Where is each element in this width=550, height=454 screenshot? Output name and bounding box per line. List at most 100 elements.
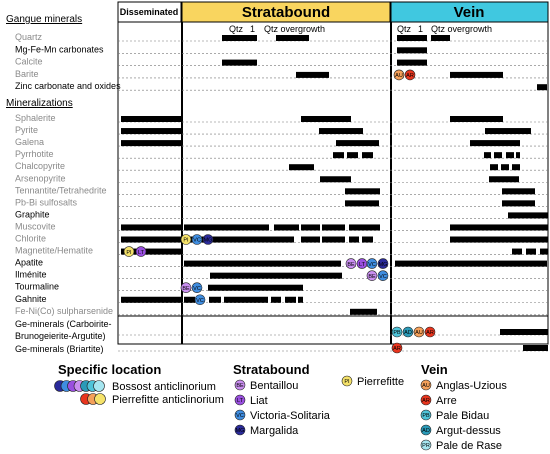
bar-chlorite-0 — [121, 236, 181, 243]
bar-galena-0 — [121, 140, 181, 147]
marker-chlorite-mg-2: MG — [202, 234, 214, 245]
bar-gahnite-6 — [298, 296, 303, 303]
row-barite: Barite AU AR — [15, 69, 548, 81]
mineral-label-quartz: Quartz — [15, 32, 43, 42]
rows-layer: Quartz Mg-Fe-Mn carbonates Calcite Barite AU… — [15, 32, 548, 354]
legend-vein-au-code: AU — [422, 383, 430, 389]
legend-stratabound-label-be: Bentaillou — [250, 380, 298, 392]
strat-one-label: 1 — [250, 24, 255, 34]
disseminated-header: Disseminated — [120, 7, 179, 17]
marker-magnetite-pi-0: PI — [123, 246, 135, 257]
legend-stratabound-label-vc: Victoria-Solitaria — [250, 410, 331, 422]
vein-qtz-label: Qtz — [397, 24, 412, 34]
diagram-frame — [117, 21, 549, 345]
mineral-label-ge2: Ge-minerals (Briartite) — [15, 344, 104, 354]
row-chalcopyrite: Chalcopyrite — [15, 161, 548, 171]
marker-chlorite-mg-2-circle — [202, 234, 214, 245]
legend-vein-ad: AD — [420, 424, 432, 436]
marker-gahnite-vc-0-code: VC — [196, 298, 204, 304]
bar-galena-2 — [470, 140, 520, 147]
bar-pyrrhotite-4 — [494, 152, 502, 159]
pierrefitte-swatches — [80, 393, 106, 405]
marker-ge1-au-2-circle — [413, 326, 425, 338]
bar-chlorite-2 — [301, 236, 320, 243]
bar-pyrrhotite-6 — [516, 152, 520, 159]
legend-stratabound-be-code: BE — [236, 383, 244, 389]
marker-chlorite-pi-0-circle — [180, 234, 192, 245]
marker-barite-au-0-circle — [393, 69, 405, 81]
marker-magnetite-pi-0-code: PI — [126, 250, 132, 256]
marker-ge1-ar-3-circle — [424, 326, 436, 338]
vein-legend-title: Vein — [421, 362, 448, 377]
pierrefitte-swatch-2 — [94, 393, 106, 405]
legend-stratabound-mg-circle — [234, 424, 246, 436]
bar-pyrrhotite-0 — [333, 152, 344, 159]
bar-pyrrhotite-3 — [484, 152, 491, 159]
row-muscovite: Muscovite — [15, 221, 548, 231]
marker-ge1-ad-1: AD — [402, 326, 414, 338]
marker-magnetite-lt-1-code: LT — [138, 250, 145, 256]
bar-calcite-0 — [222, 59, 257, 66]
bar-feni-0 — [350, 308, 377, 315]
mineral-label-magnetite: Magnetite/Hematite — [15, 246, 93, 256]
marker-ilmenite-vc-1-circle — [377, 270, 389, 281]
marker-barite-au-0: AU — [393, 69, 405, 81]
legend-stratabound-be: BE — [234, 379, 246, 391]
bar-quartz-0 — [222, 35, 257, 41]
bar-graphite-0 — [508, 212, 548, 219]
bar-barite-1 — [450, 71, 503, 78]
marker-ilmenite-vc-1-code: VC — [379, 274, 387, 280]
bossost-swatches — [54, 380, 105, 392]
gangue-header: Gangue minerals — [6, 14, 82, 25]
row-mgfemn: Mg-Fe-Mn carbonates — [15, 44, 548, 54]
legend-stratabound-label-mg: Margalida — [250, 425, 299, 437]
marker-chlorite-pi-0: PI — [180, 234, 192, 245]
marker-gahnite-vc-0: VC — [194, 294, 206, 306]
row-zinc: Zinc carbonate and oxides — [15, 81, 548, 91]
marker-tourmaline-vc-1-circle — [191, 282, 203, 294]
bar-pbbi-1 — [502, 200, 535, 207]
marker-apatite-lt-1-code: LT — [359, 262, 366, 268]
legend-vein-label-au: Anglas-Uzious — [436, 380, 507, 392]
bar-gahnite-4 — [271, 296, 281, 303]
bar-pyrite-2 — [485, 128, 531, 135]
legend-stratabound-vc-code: VC — [236, 413, 244, 419]
mineral-label-pyrite: Pyrite — [15, 125, 38, 135]
row-calcite: Calcite — [15, 57, 548, 67]
mineral-label-galena: Galena — [15, 137, 44, 147]
marker-apatite-mg-3-circle — [377, 258, 389, 269]
mineral-label-chalcopyrite: Chalcopyrite — [15, 161, 65, 171]
legend-vein-ar: AR — [420, 394, 432, 406]
bar-magnetite-1 — [512, 248, 522, 255]
marker-tourmaline-be-0-code: BE — [182, 286, 190, 292]
row-tennantite: Tennantite/Tetrahedrite — [15, 185, 548, 195]
marker-ilmenite-be-0-circle — [366, 270, 378, 281]
bar-pyrite-1 — [319, 128, 363, 135]
mineral-label-zinc: Zinc carbonate and oxides — [15, 81, 121, 91]
row-chlorite: Chlorite PI VC MG — [15, 234, 548, 245]
bar-chlorite-6 — [450, 236, 548, 243]
row-pyrrhotite: Pyrrhotite — [15, 149, 548, 159]
legend-vein-pr-circle — [420, 439, 432, 451]
mineral-label-ge1: Ge-minerals (Carboirite- — [15, 319, 112, 329]
marker-magnetite-pi-0-circle — [123, 246, 135, 257]
bar-chlorite-3 — [322, 236, 345, 243]
legend-vein-label-pr: Pale de Rase — [436, 440, 502, 452]
mineral-label-ge1-line2: Brunogeierite-Argutite) — [15, 331, 106, 341]
marker-apatite-vc-2-code: VC — [368, 262, 376, 268]
marker-barite-ar-1-circle — [404, 69, 416, 81]
bar-gahnite-0 — [121, 296, 181, 303]
bar-magnetite-3 — [540, 248, 548, 255]
mineral-label-feni: Fe-Ni(Co) sulpharsenide — [15, 306, 113, 316]
bar-tennantite-1 — [502, 188, 535, 195]
specific-location-title: Specific location — [58, 362, 161, 377]
pierrefitte-legend: PI Pierrefitte — [341, 375, 404, 388]
bar-mgfemn-0 — [397, 47, 427, 54]
marker-chlorite-vc-1: VC — [191, 234, 203, 245]
legend-vein-label-ad: Argut-dessus — [436, 425, 501, 437]
bar-chlorite-4 — [349, 236, 359, 243]
legend-vein-label-pb: Pale Bidau — [436, 410, 489, 422]
bar-quartz-2 — [397, 35, 427, 41]
marker-gahnite-vc-0-circle — [194, 294, 206, 306]
legend-pierrefitte-marker: PI — [341, 375, 353, 387]
